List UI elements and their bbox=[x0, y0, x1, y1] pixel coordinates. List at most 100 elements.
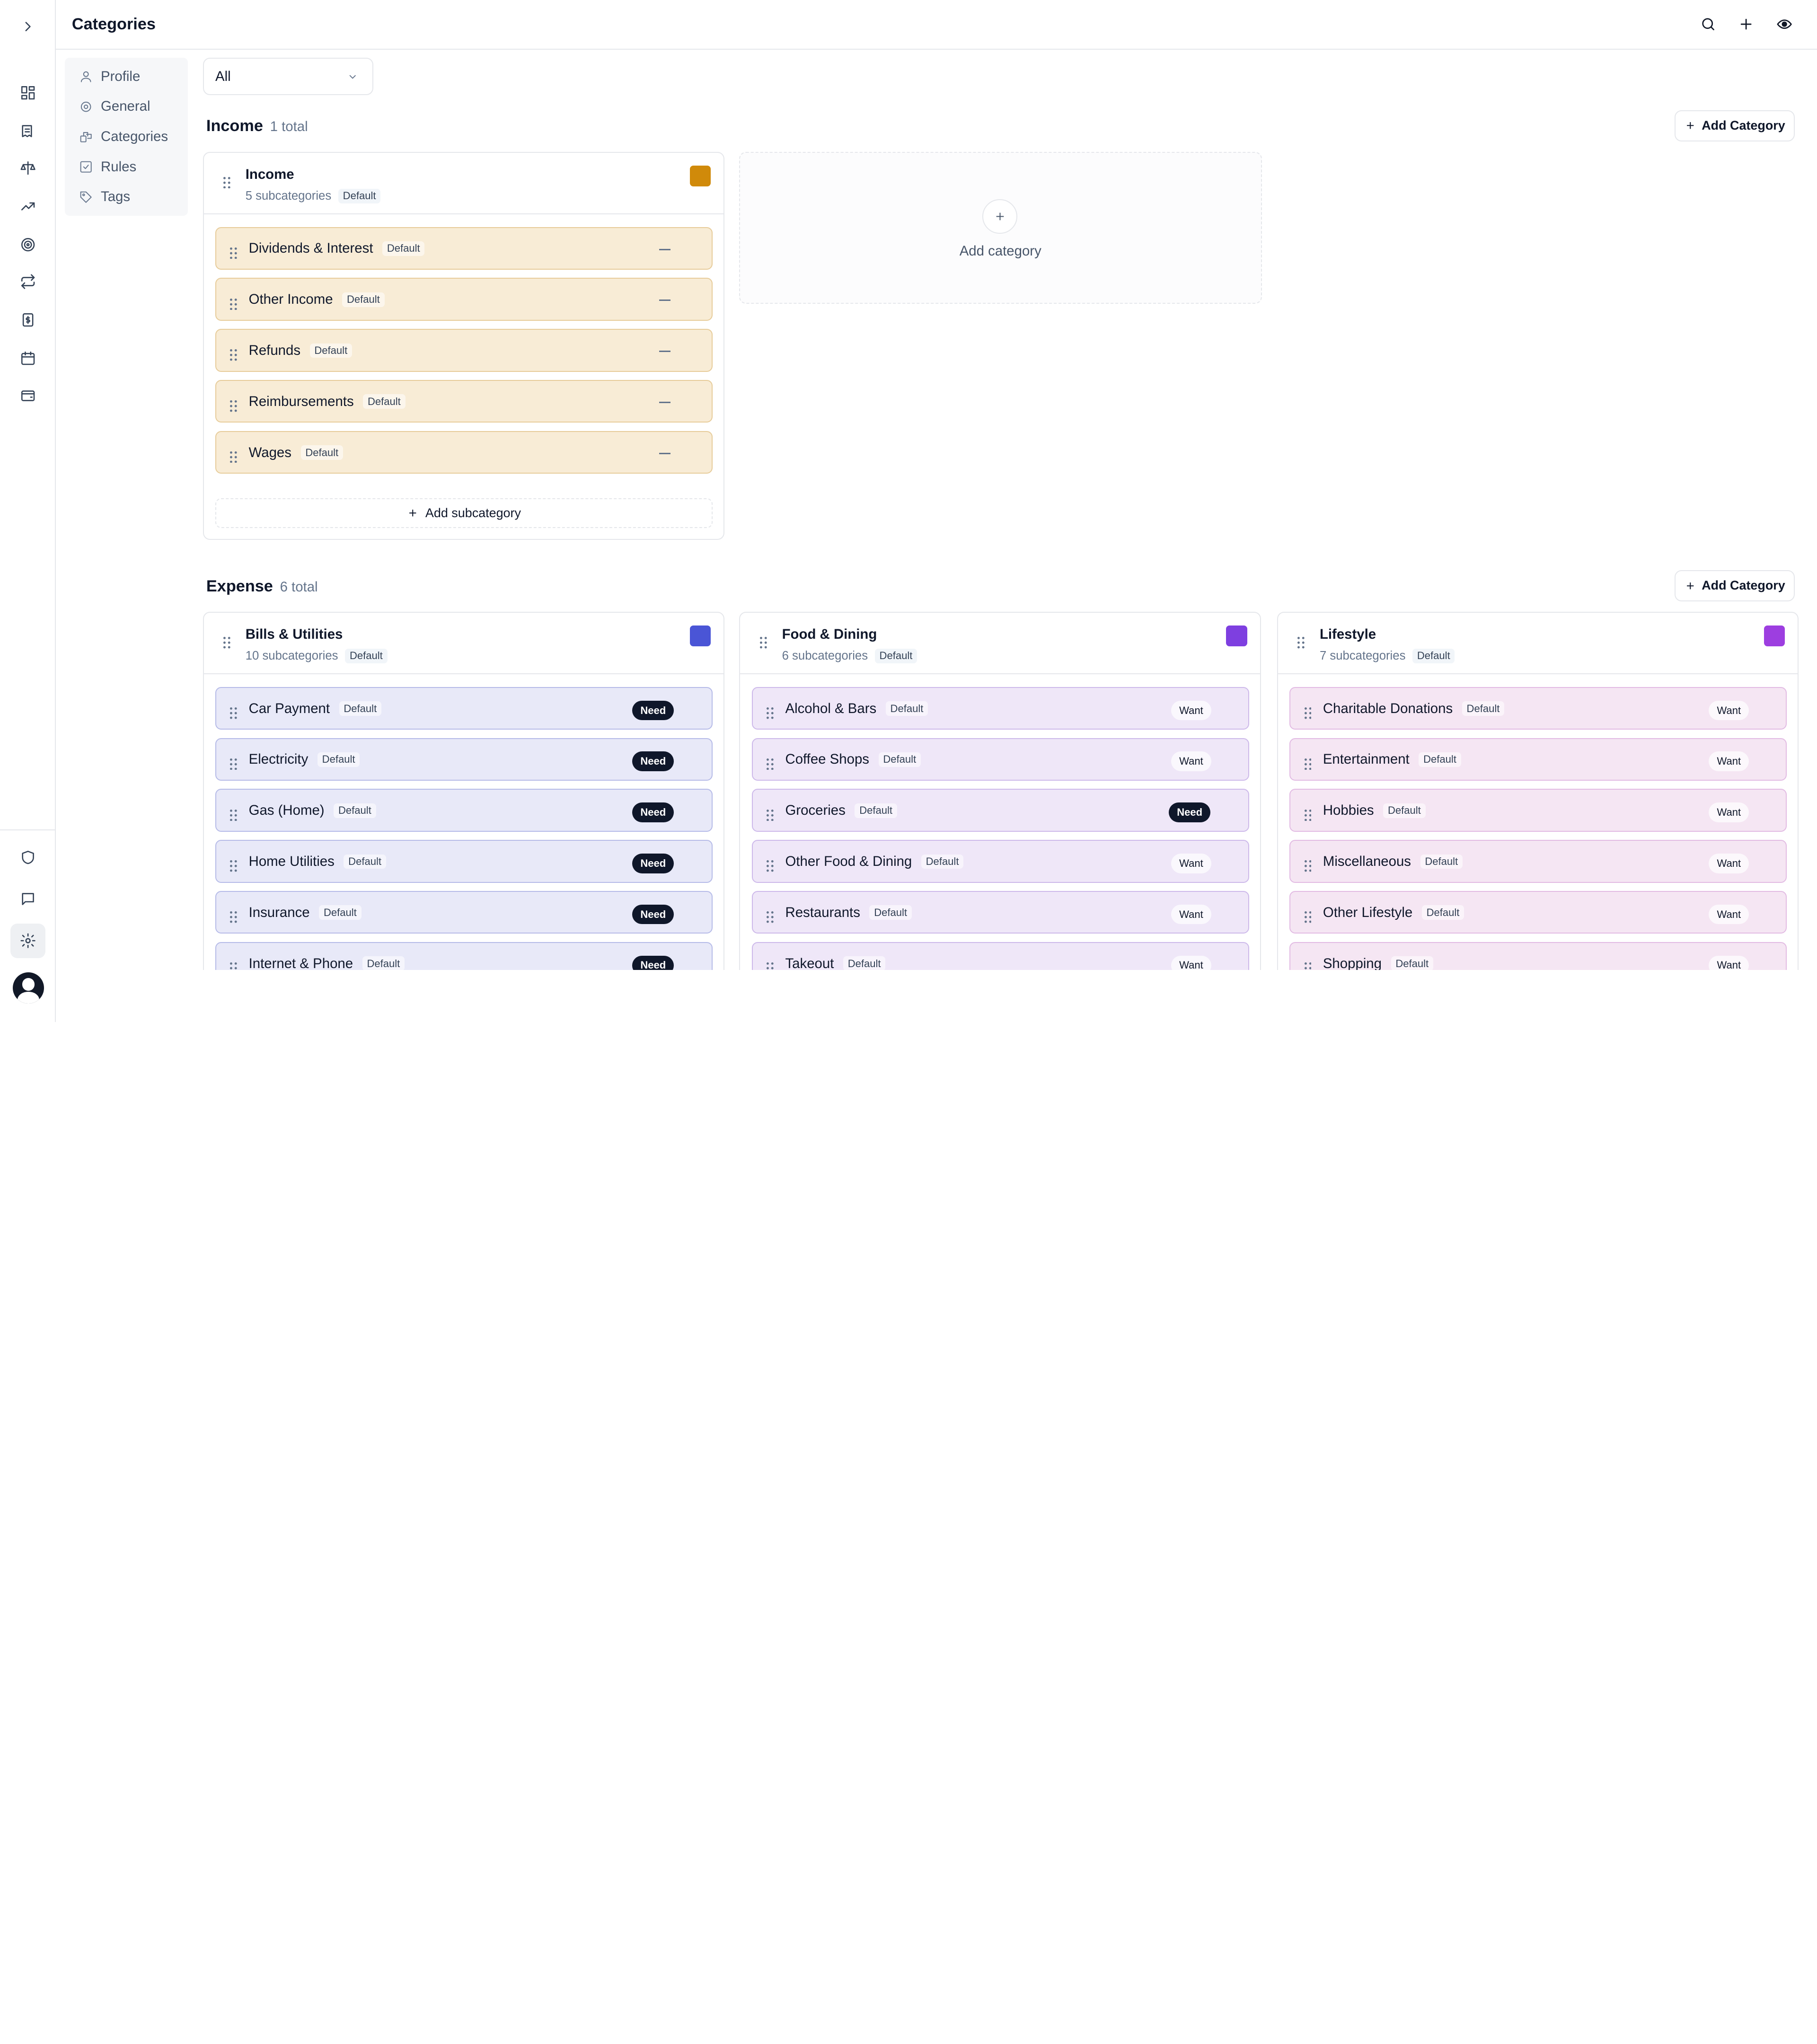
nav-dashboard[interactable] bbox=[10, 75, 45, 110]
need-want-badge[interactable]: Want bbox=[1709, 854, 1749, 873]
drag-handle-icon[interactable] bbox=[223, 633, 230, 649]
drag-handle-icon[interactable] bbox=[230, 345, 238, 361]
add-expense-category-button[interactable]: Add Category bbox=[1674, 570, 1795, 602]
color-swatch[interactable] bbox=[1764, 626, 1785, 647]
drag-handle-icon[interactable] bbox=[1304, 703, 1312, 719]
subcategory-row[interactable]: Entertainment Default Want bbox=[1289, 738, 1787, 781]
minus-icon[interactable] bbox=[659, 401, 671, 404]
need-want-badge[interactable]: Want bbox=[1171, 700, 1211, 721]
minus-icon[interactable] bbox=[659, 452, 671, 455]
minus-icon[interactable] bbox=[659, 248, 671, 251]
minus-icon[interactable] bbox=[659, 300, 671, 302]
subcategory-row[interactable]: Reimbursements Default bbox=[215, 379, 713, 423]
drag-handle-icon[interactable] bbox=[1297, 633, 1305, 649]
subcategory-row[interactable]: Refunds Default bbox=[215, 329, 713, 372]
drag-handle-icon[interactable] bbox=[223, 172, 230, 189]
settings-nav-tags[interactable]: Tags bbox=[79, 185, 130, 209]
need-want-badge[interactable]: Want bbox=[1171, 854, 1211, 873]
subcategory-row[interactable]: Restaurants Default Want bbox=[751, 890, 1249, 934]
color-swatch[interactable] bbox=[689, 626, 711, 647]
nav-trends[interactable] bbox=[10, 189, 45, 223]
need-want-badge[interactable]: Need bbox=[632, 854, 674, 873]
subcategory-row[interactable]: Miscellaneous Default Want bbox=[1289, 840, 1787, 883]
subcategory-row[interactable]: Charitable Donations Default Want bbox=[1289, 687, 1787, 730]
need-want-badge[interactable]: Want bbox=[1709, 700, 1749, 721]
drag-handle-icon[interactable] bbox=[767, 805, 774, 821]
subcategory-row[interactable]: Home Utilities Default Need bbox=[215, 840, 713, 883]
add-subcategory-button[interactable]: Add subcategory bbox=[215, 498, 713, 529]
subcategory-name: Electricity Default bbox=[249, 751, 360, 767]
need-want-badge[interactable]: Need bbox=[1169, 802, 1211, 822]
subcategory-row[interactable]: Gas (Home) Default Need bbox=[215, 789, 713, 832]
need-want-badge[interactable]: Want bbox=[1709, 751, 1749, 772]
need-want-badge[interactable]: Need bbox=[632, 751, 674, 772]
settings-nav-categories[interactable]: Categories bbox=[79, 125, 168, 148]
minus-icon[interactable] bbox=[659, 351, 671, 352]
avatar[interactable] bbox=[12, 972, 44, 1004]
need-want-badge[interactable]: Want bbox=[1171, 751, 1211, 772]
add-category-card[interactable]: Add category bbox=[739, 151, 1262, 304]
drag-handle-icon[interactable] bbox=[230, 958, 238, 974]
need-want-badge[interactable]: Want bbox=[1709, 802, 1749, 822]
drag-handle-icon[interactable] bbox=[760, 633, 767, 649]
drag-handle-icon[interactable] bbox=[230, 447, 238, 463]
need-want-badge[interactable]: Need bbox=[632, 700, 674, 721]
drag-handle-icon[interactable] bbox=[1304, 856, 1312, 872]
nav-accounts[interactable] bbox=[10, 378, 45, 412]
dashboard-icon bbox=[21, 86, 35, 100]
drag-handle-icon[interactable] bbox=[230, 294, 238, 310]
settings-nav-rules[interactable]: Rules bbox=[79, 155, 136, 178]
color-swatch[interactable] bbox=[689, 165, 711, 186]
subcategory-row[interactable]: Electricity Default Need bbox=[215, 738, 713, 781]
settings-nav-profile[interactable]: Profile bbox=[79, 65, 140, 88]
settings-nav-general[interactable]: General bbox=[79, 95, 150, 118]
privacy-toggle-button[interactable] bbox=[1774, 14, 1795, 35]
nav-budget[interactable] bbox=[10, 150, 45, 185]
need-want-badge[interactable]: Need bbox=[632, 802, 674, 822]
nav-recurring[interactable] bbox=[10, 264, 45, 299]
nav-transactions[interactable] bbox=[10, 114, 45, 148]
need-want-badge[interactable]: Want bbox=[1171, 904, 1211, 925]
drag-handle-icon[interactable] bbox=[230, 703, 238, 719]
nav-bills[interactable] bbox=[10, 302, 45, 337]
subcategory-row[interactable]: Wages Default bbox=[215, 431, 713, 474]
drag-handle-icon[interactable] bbox=[230, 805, 238, 821]
subcategory-row[interactable]: Other Food & Dining Default Want bbox=[751, 840, 1249, 883]
color-swatch[interactable] bbox=[1226, 626, 1247, 647]
subcategory-row[interactable]: Other Lifestyle Default Want bbox=[1289, 890, 1787, 934]
need-want-badge[interactable]: Need bbox=[632, 904, 674, 925]
subcategory-row[interactable]: Dividends & Interest Default bbox=[215, 227, 713, 270]
drag-handle-icon[interactable] bbox=[1304, 907, 1312, 923]
drag-handle-icon[interactable] bbox=[767, 856, 774, 872]
nav-security[interactable] bbox=[10, 840, 45, 875]
nav-goals[interactable] bbox=[10, 227, 45, 262]
nav-feedback[interactable] bbox=[10, 882, 45, 916]
subcategory-row[interactable]: Other Income Default bbox=[215, 278, 713, 321]
drag-handle-icon[interactable] bbox=[230, 243, 238, 259]
subcategory-row[interactable]: Insurance Default Need bbox=[215, 890, 713, 934]
drag-handle-icon[interactable] bbox=[767, 958, 774, 974]
drag-handle-icon[interactable] bbox=[230, 754, 238, 770]
expand-sidebar-button[interactable] bbox=[10, 9, 45, 44]
drag-handle-icon[interactable] bbox=[230, 856, 238, 872]
subcategory-row[interactable]: Hobbies Default Want bbox=[1289, 789, 1787, 832]
subcategory-row[interactable]: Car Payment Default Need bbox=[215, 687, 713, 730]
drag-handle-icon[interactable] bbox=[230, 907, 238, 923]
drag-handle-icon[interactable] bbox=[767, 907, 774, 923]
subcategory-row[interactable]: Alcohol & Bars Default Want bbox=[751, 687, 1249, 730]
drag-handle-icon[interactable] bbox=[767, 703, 774, 719]
nav-settings[interactable] bbox=[10, 923, 45, 959]
nav-calendar[interactable] bbox=[10, 341, 45, 375]
drag-handle-icon[interactable] bbox=[1304, 958, 1312, 974]
subcategory-row[interactable]: Coffee Shops Default Want bbox=[751, 738, 1249, 781]
add-button[interactable] bbox=[1736, 14, 1757, 35]
add-income-category-button[interactable]: Add Category bbox=[1674, 110, 1795, 141]
drag-handle-icon[interactable] bbox=[1304, 754, 1312, 770]
drag-handle-icon[interactable] bbox=[767, 754, 774, 770]
drag-handle-icon[interactable] bbox=[230, 396, 238, 412]
search-button[interactable] bbox=[1698, 14, 1719, 35]
category-type-select[interactable]: All bbox=[203, 58, 373, 95]
drag-handle-icon[interactable] bbox=[1304, 805, 1312, 821]
need-want-badge[interactable]: Want bbox=[1709, 904, 1749, 925]
subcategory-row[interactable]: Groceries Default Need bbox=[751, 789, 1249, 832]
